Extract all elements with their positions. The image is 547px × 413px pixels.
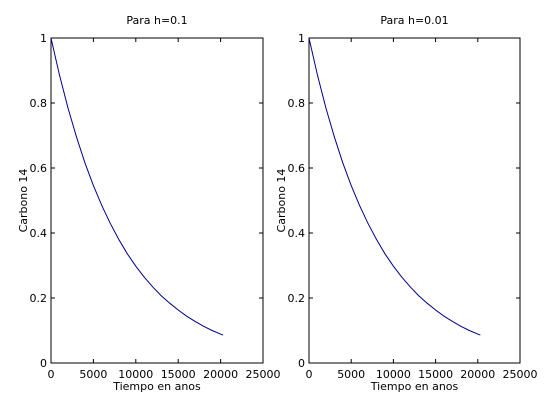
series-line-1 [308, 37, 481, 336]
axes-frame [308, 37, 521, 364]
chart-title: Para h=0.1 [126, 14, 187, 27]
x-tick-label: 5000 [79, 368, 107, 381]
x-tick-label: 10000 [376, 368, 411, 381]
x-tick-label: 5000 [337, 368, 365, 381]
x-tick-label: 20000 [460, 368, 495, 381]
x-tick-label: 0 [306, 368, 313, 381]
x-tick-label: 15000 [161, 368, 196, 381]
x-tick-label: 25000 [246, 368, 281, 381]
subplot-1: 0 5000 10000 15000 20000 25000 0 0.2 0.4 0.6 0.8 1 P… [17, 14, 281, 393]
x-tick-label: 25000 [503, 368, 538, 381]
y-tick-label: 0 [40, 357, 47, 370]
x-axis-label: Tiempo en anos [370, 380, 459, 393]
y-tick-label: 0.4 [30, 227, 48, 240]
y-axis-label: Carbono 14 [275, 169, 288, 233]
subplot-2: 0 5000 10000 15000 20000 25000 0 0.2 0.4 0.6 0.8 1 P… [275, 14, 538, 393]
y-tick-label: 0.8 [288, 97, 306, 110]
y-tick-label: 0.8 [30, 97, 48, 110]
series-line-1 [50, 37, 224, 336]
y-tick-label: 0.6 [288, 162, 306, 175]
y-tick-label: 0.2 [30, 292, 48, 305]
y-tick-label: 1 [40, 32, 47, 45]
x-tick-label: 15000 [418, 368, 453, 381]
y-tick-label: 0.4 [288, 227, 306, 240]
y-tick-label: 0 [298, 357, 305, 370]
chart-title: Para h=0.01 [380, 14, 448, 27]
x-tick-label: 10000 [118, 368, 153, 381]
x-tick-label: 20000 [203, 368, 238, 381]
y-tick-label: 0.2 [288, 292, 306, 305]
y-tick-label: 0.6 [30, 162, 48, 175]
axes-frame [50, 37, 264, 364]
y-axis-label: Carbono 14 [17, 169, 30, 233]
x-axis-label: Tiempo en anos [112, 380, 201, 393]
y-tick-label: 1 [298, 32, 305, 45]
x-tick-label: 0 [48, 368, 55, 381]
